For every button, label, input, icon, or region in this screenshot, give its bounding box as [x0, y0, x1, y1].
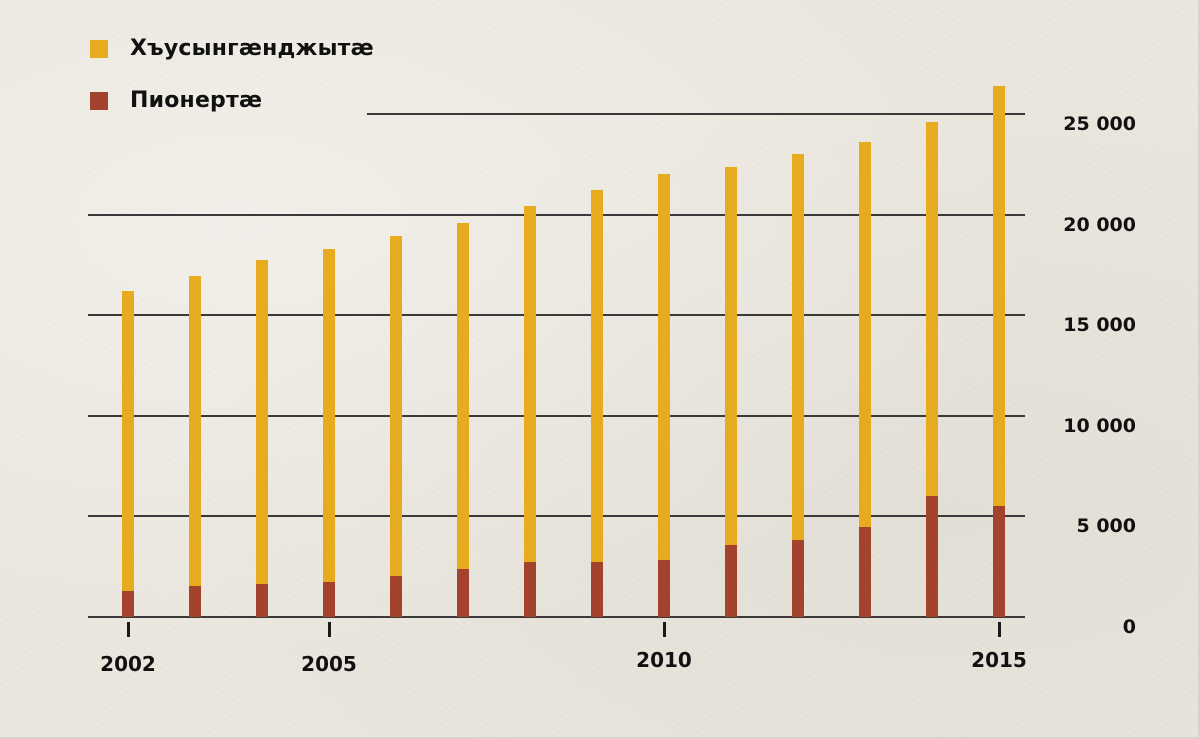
x-tick-2010 — [662, 622, 666, 637]
bar-segment-pioneers — [926, 496, 938, 617]
bar-segment-listeners — [859, 142, 871, 617]
legend-label-listeners: Хъусынгæнджытæ — [130, 36, 374, 61]
gridline-0 — [88, 616, 1025, 618]
x-tick-2015 — [997, 622, 1001, 637]
legend-item-pioneers: Пионертæ — [90, 88, 262, 113]
bar-segment-pioneers — [658, 559, 670, 617]
bar-segment-listeners — [256, 259, 268, 617]
bar-segment-listeners — [792, 154, 804, 617]
y-tick-label: 15 000 — [1063, 314, 1136, 337]
bar-segment-pioneers — [792, 539, 804, 617]
bar-segment-pioneers — [390, 575, 402, 617]
bar-segment-listeners — [591, 190, 603, 617]
gridline-25000 — [367, 113, 1025, 115]
x-tick-label-2010: 2010 — [636, 648, 692, 672]
legend-label-pioneers: Пионертæ — [130, 88, 263, 113]
bar-segment-pioneers — [859, 527, 871, 617]
bar-segment-pioneers — [725, 544, 737, 617]
bar-segment-listeners — [189, 275, 201, 617]
bar-segment-listeners — [524, 205, 536, 617]
legend-item-listeners: Хъусынгæнджытæ — [90, 36, 374, 61]
bar-segment-pioneers — [993, 506, 1005, 617]
bar-segment-pioneers — [189, 585, 201, 617]
bar-segment-listeners — [390, 235, 402, 617]
bar-segment-pioneers — [591, 561, 603, 617]
bar-segment-listeners — [457, 222, 469, 617]
y-tick-label: 20 000 — [1063, 213, 1136, 236]
y-tick-label: 5 000 — [1076, 515, 1137, 538]
bar-segment-pioneers — [256, 583, 268, 617]
bar-segment-pioneers — [457, 568, 469, 617]
bar-segment-listeners — [926, 122, 938, 617]
x-tick-2005 — [327, 622, 331, 637]
bar-segment-listeners — [725, 167, 737, 617]
x-tick-label-2005: 2005 — [301, 652, 357, 676]
bar-segment-listeners — [323, 248, 335, 617]
bar-segment-listeners — [122, 291, 134, 617]
x-tick-label-2002: 2002 — [100, 652, 156, 676]
legend-swatch-listeners — [90, 39, 108, 58]
bar-segment-listeners — [993, 85, 1005, 617]
gridline-15000 — [88, 314, 1025, 317]
x-tick-label-2015: 2015 — [971, 648, 1027, 672]
x-tick-2002 — [126, 622, 130, 637]
gridline-10000 — [88, 414, 1025, 417]
bar-segment-pioneers — [122, 590, 134, 617]
y-tick-label: 0 — [1122, 616, 1136, 638]
y-tick-label: 25 000 — [1063, 113, 1136, 135]
frame-edge-bottom — [0, 737, 1200, 739]
gridline-20000 — [88, 213, 1025, 216]
bar-segment-listeners — [658, 174, 670, 617]
legend-swatch-pioneers — [90, 91, 108, 110]
bar-segment-pioneers — [323, 581, 335, 617]
y-tick-label: 10 000 — [1063, 414, 1136, 437]
gridline-5000 — [88, 515, 1025, 518]
frame-edge-right — [1198, 0, 1200, 739]
bar-segment-pioneers — [524, 561, 536, 617]
